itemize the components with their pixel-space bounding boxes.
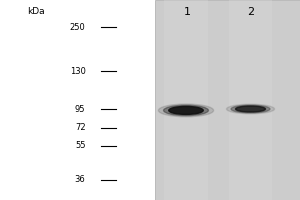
Ellipse shape [226,104,274,114]
Ellipse shape [231,105,270,113]
Text: kDa: kDa [27,7,45,16]
Ellipse shape [158,104,214,117]
Ellipse shape [169,106,203,114]
Text: 55: 55 [75,142,86,150]
Bar [229,0,272,200]
Bar [154,0,300,200]
Text: 2: 2 [247,7,254,17]
Bar [164,0,208,200]
Text: 95: 95 [75,104,86,114]
Text: 1: 1 [184,7,191,17]
Text: 250: 250 [70,22,86,31]
Text: 130: 130 [70,66,86,75]
Ellipse shape [236,106,266,112]
Text: 36: 36 [75,176,86,184]
Ellipse shape [164,105,208,116]
Text: 72: 72 [75,123,86,132]
